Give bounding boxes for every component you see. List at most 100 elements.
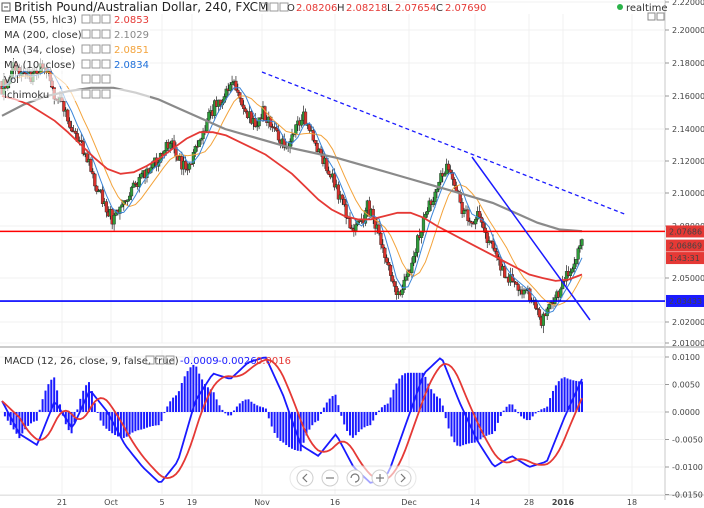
indicator-eye-icon[interactable] — [81, 29, 91, 39]
indicator-label: Ichimoku — [4, 90, 49, 101]
collapse-icon[interactable] — [1, 2, 11, 12]
macd-close-icon[interactable] — [165, 355, 175, 365]
candle-body — [118, 206, 122, 214]
indicator-settings-icon[interactable] — [91, 14, 101, 24]
scroll-right-icon[interactable] — [394, 469, 412, 487]
candle-body — [240, 97, 244, 106]
candle-body — [470, 221, 474, 224]
x-tick-label: 14 — [470, 498, 480, 507]
y-tick-label: 2.12000 — [672, 157, 704, 166]
scroll-left-icon[interactable] — [296, 469, 314, 487]
candle-body — [344, 204, 348, 218]
indicator-settings-icon[interactable] — [91, 29, 101, 39]
indicator-legend-bg — [0, 29, 150, 41]
candle-body — [336, 184, 340, 200]
candle-body — [104, 201, 108, 213]
candle-body — [493, 247, 497, 252]
time-axis[interactable]: 21 Oct 5 19 Nov 16 Dec 14 28 2016 18 — [57, 498, 637, 507]
macd-settings-icon[interactable] — [155, 355, 165, 365]
indicator-value: 2.1029 — [114, 30, 149, 41]
candle-body — [129, 187, 134, 197]
ohlc-c-label: C — [436, 3, 443, 14]
indicator-close-icon[interactable] — [101, 29, 111, 39]
candle-body — [332, 173, 337, 188]
candle-body — [303, 111, 308, 126]
indicator-close-icon[interactable] — [101, 74, 111, 84]
candle-body — [568, 271, 572, 276]
candle-body — [427, 200, 431, 212]
indicator-settings-icon[interactable] — [91, 74, 101, 84]
close-icon[interactable] — [279, 2, 289, 12]
y-tick-label: 2.22000 — [672, 0, 704, 7]
candle-body — [416, 235, 420, 253]
indicator-value: 2.0853 — [114, 15, 149, 26]
candle-body — [516, 284, 520, 291]
indicator-close-icon[interactable] — [101, 44, 111, 54]
dashed-trendline[interactable] — [261, 71, 628, 216]
realtime-dot-icon — [617, 4, 623, 10]
indicator-eye-icon[interactable] — [81, 89, 91, 99]
indicator-legend-bg — [0, 44, 150, 56]
candle-body — [578, 245, 582, 249]
macd-value-2: -0.0026 — [218, 356, 257, 367]
ma10-line — [1, 67, 583, 314]
y-tick-label: 2.20000 — [672, 26, 704, 35]
candle-body — [377, 224, 381, 234]
indicator-eye-icon[interactable] — [81, 74, 91, 84]
indicator-eye-icon[interactable] — [81, 44, 91, 54]
maximize-icon[interactable] — [647, 12, 656, 21]
macd-y-tick-label: 0.0000 — [672, 408, 700, 417]
indicator-close-icon[interactable] — [101, 14, 111, 24]
zoom-controls[interactable] — [289, 465, 417, 491]
pane-close-icon[interactable] — [656, 12, 665, 21]
candle-body — [234, 80, 238, 91]
candle-body — [91, 171, 95, 175]
candle-body — [184, 160, 188, 170]
candle-body — [253, 118, 257, 128]
candle-body — [327, 170, 331, 175]
indicator-settings-icon[interactable] — [91, 59, 101, 69]
candle-body — [452, 179, 456, 186]
indicator-eye-icon[interactable] — [81, 14, 91, 24]
eye-icon[interactable] — [259, 2, 269, 12]
reset-icon[interactable] — [346, 469, 364, 487]
candle-body — [358, 220, 362, 222]
price-tag-label: 2.06869 — [669, 242, 702, 251]
candle-body — [66, 109, 70, 122]
candle-body — [576, 248, 580, 260]
candle-body — [491, 240, 495, 249]
candle-body — [255, 125, 259, 128]
settings-icon[interactable] — [269, 2, 279, 12]
candle-body — [447, 163, 451, 171]
indicator-label: MA (34, close) — [4, 45, 75, 56]
indicator-legend-bg — [0, 59, 150, 71]
x-tick-label: 21 — [57, 498, 67, 507]
candle-body — [307, 124, 311, 131]
y-tick-label: 2.10000 — [672, 189, 704, 198]
candle-body — [238, 92, 242, 99]
trendlines[interactable] — [0, 71, 665, 321]
macd-eye-icon[interactable] — [145, 355, 155, 365]
candle-body — [95, 185, 99, 192]
candle-body — [228, 84, 232, 91]
candle-body — [402, 279, 406, 290]
candle-body — [131, 182, 136, 188]
downtrend-line[interactable] — [471, 156, 591, 321]
indicator-legend[interactable]: EMA (55, hlc3) 2.0853 MA (200, close) 2.102… — [0, 14, 150, 101]
indicator-close-icon[interactable] — [101, 89, 111, 99]
candle-body — [311, 130, 315, 141]
candle-body — [68, 120, 72, 128]
ohlc-o-label: O — [287, 3, 295, 14]
header-controls[interactable] — [259, 2, 289, 12]
indicator-close-icon[interactable] — [101, 59, 111, 69]
candle-body — [524, 289, 528, 292]
macd-legend[interactable]: MACD (12, 26, close, 9, false, true) -0.… — [4, 355, 291, 367]
indicator-settings-icon[interactable] — [91, 44, 101, 54]
indicator-settings-icon[interactable] — [91, 89, 101, 99]
candle-body — [412, 256, 416, 264]
candle-body — [340, 194, 344, 200]
macd-axis[interactable]: 0.0100 0.0050 0.0000 -0.0050 -0.0100 -0.0150 — [665, 353, 703, 500]
ohlc-c: 2.07690 — [445, 3, 486, 14]
indicator-eye-icon[interactable] — [81, 59, 91, 69]
